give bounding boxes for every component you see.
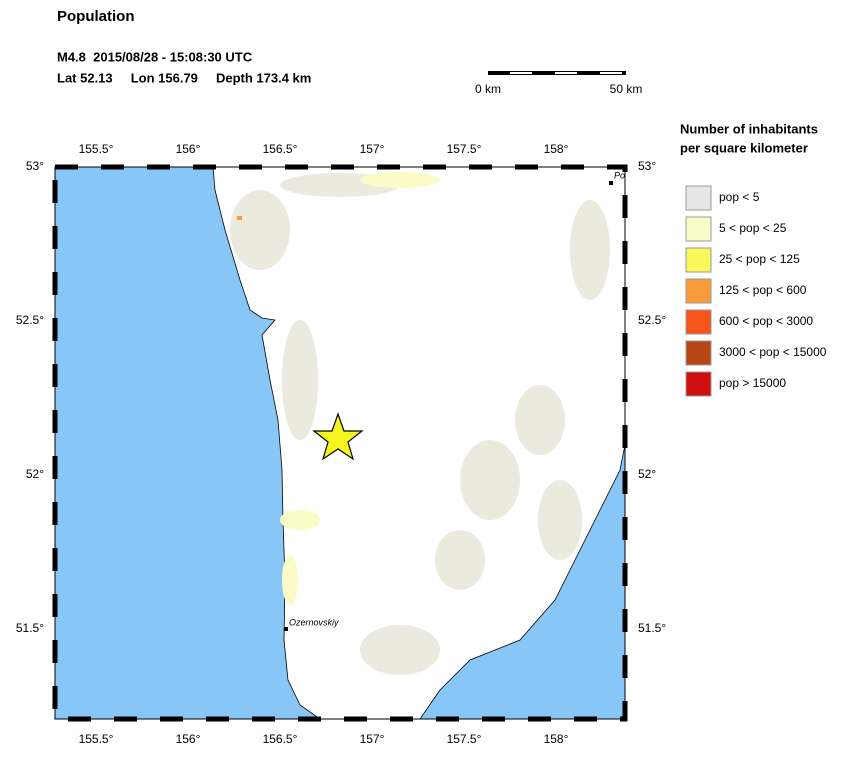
legend-title: per square kilometer xyxy=(680,140,808,155)
lat-label: 52.5° xyxy=(638,313,666,327)
lat-label: 53° xyxy=(638,159,656,173)
lat-label: 51.5° xyxy=(638,621,666,635)
legend-swatch xyxy=(685,278,712,304)
lon-label: 155.5° xyxy=(79,732,114,746)
legend-label: 600 < pop < 3000 xyxy=(719,314,813,328)
lon-label: 157° xyxy=(360,142,385,156)
lon-label: 158° xyxy=(544,142,569,156)
place-label: Po xyxy=(614,170,625,180)
legend-label: 3000 < pop < 15000 xyxy=(719,345,827,359)
lon-label: 156° xyxy=(176,142,201,156)
place-label: Ozernovskiy xyxy=(289,617,339,627)
lon-label: 155.5° xyxy=(79,142,114,156)
lat-label: 52° xyxy=(638,467,656,481)
title: Population xyxy=(57,8,135,25)
lat-label: 51.5° xyxy=(16,621,44,635)
lon-label: 156° xyxy=(176,732,201,746)
lon-label: 157.5° xyxy=(447,732,482,746)
legend-label: 125 < pop < 600 xyxy=(719,283,807,297)
lon-label: 157° xyxy=(360,732,385,746)
legend-swatch xyxy=(685,371,712,397)
scale-start: 0 km xyxy=(475,82,501,96)
scale-bar xyxy=(488,71,626,75)
lat-label: 52.5° xyxy=(16,313,44,327)
lon-label: 156.5° xyxy=(263,142,298,156)
lon-label: 157.5° xyxy=(447,142,482,156)
legend-label: pop < 5 xyxy=(719,190,760,204)
lon-label: 158° xyxy=(544,732,569,746)
legend-label: 5 < pop < 25 xyxy=(719,221,787,235)
lat-label: 52° xyxy=(26,467,44,481)
legend-swatch xyxy=(685,185,712,211)
legend-swatch xyxy=(685,216,712,242)
event-line: M4.8 2015/08/28 - 15:08:30 UTC xyxy=(57,49,253,64)
scale-end: 50 km xyxy=(610,82,643,96)
legend-swatch xyxy=(685,247,712,273)
lat-label: 53° xyxy=(26,159,44,173)
legend-swatch xyxy=(685,340,712,366)
map xyxy=(52,164,628,722)
location-line: Lat 52.13 Lon 156.79 Depth 173.4 km xyxy=(57,70,311,85)
legend-label: pop > 15000 xyxy=(719,376,786,390)
legend-title: Number of inhabitants xyxy=(680,121,818,136)
lon-label: 156.5° xyxy=(263,732,298,746)
legend-label: 25 < pop < 125 xyxy=(719,252,800,266)
legend-swatch xyxy=(685,309,712,335)
